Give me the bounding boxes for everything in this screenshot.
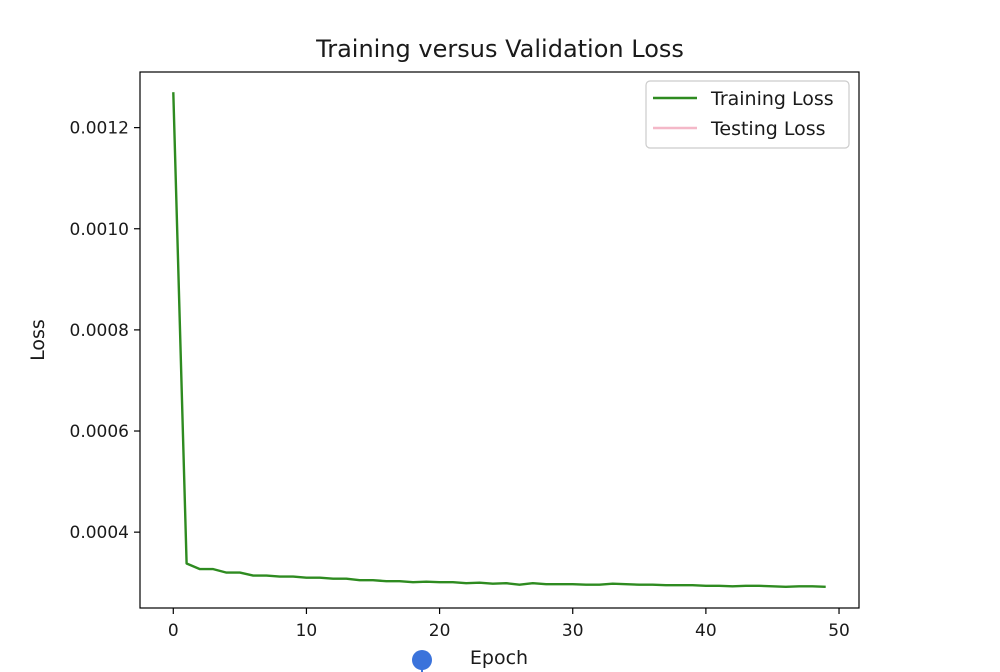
y-tick-label: 0.0012 bbox=[70, 119, 129, 139]
y-tick-label: 0.0004 bbox=[70, 523, 129, 543]
series-line-training-loss bbox=[172, 92, 826, 588]
x-axis: 0 10 20 30 40 50 bbox=[168, 608, 850, 641]
x-tick-label: 30 bbox=[562, 621, 584, 641]
legend-label-testing-loss: Testing Loss bbox=[710, 118, 826, 140]
y-axis: 0.0004 0.0006 0.0008 0.0010 0.0012 bbox=[70, 119, 140, 543]
x-tick-label: 20 bbox=[429, 621, 451, 641]
x-tick-label: 40 bbox=[695, 621, 717, 641]
legend: Training Loss Testing Loss bbox=[645, 80, 850, 149]
y-tick-label: 0.0008 bbox=[70, 321, 129, 341]
plot-frame bbox=[139, 71, 860, 609]
y-axis-label: Loss bbox=[27, 319, 49, 361]
chart-title: Training versus Validation Loss bbox=[315, 35, 684, 63]
series-layer bbox=[172, 92, 826, 588]
x-tick-label: 10 bbox=[296, 621, 318, 641]
y-tick-label: 0.0006 bbox=[70, 422, 129, 442]
x-tick-label: 0 bbox=[168, 621, 179, 641]
x-axis-label: Epoch bbox=[470, 647, 528, 669]
pointer-dot-icon bbox=[412, 650, 432, 670]
y-tick-label: 0.0010 bbox=[70, 220, 129, 240]
legend-label-training-loss: Training Loss bbox=[710, 88, 834, 110]
x-tick-label: 50 bbox=[828, 621, 850, 641]
pointer-stem bbox=[421, 664, 423, 672]
